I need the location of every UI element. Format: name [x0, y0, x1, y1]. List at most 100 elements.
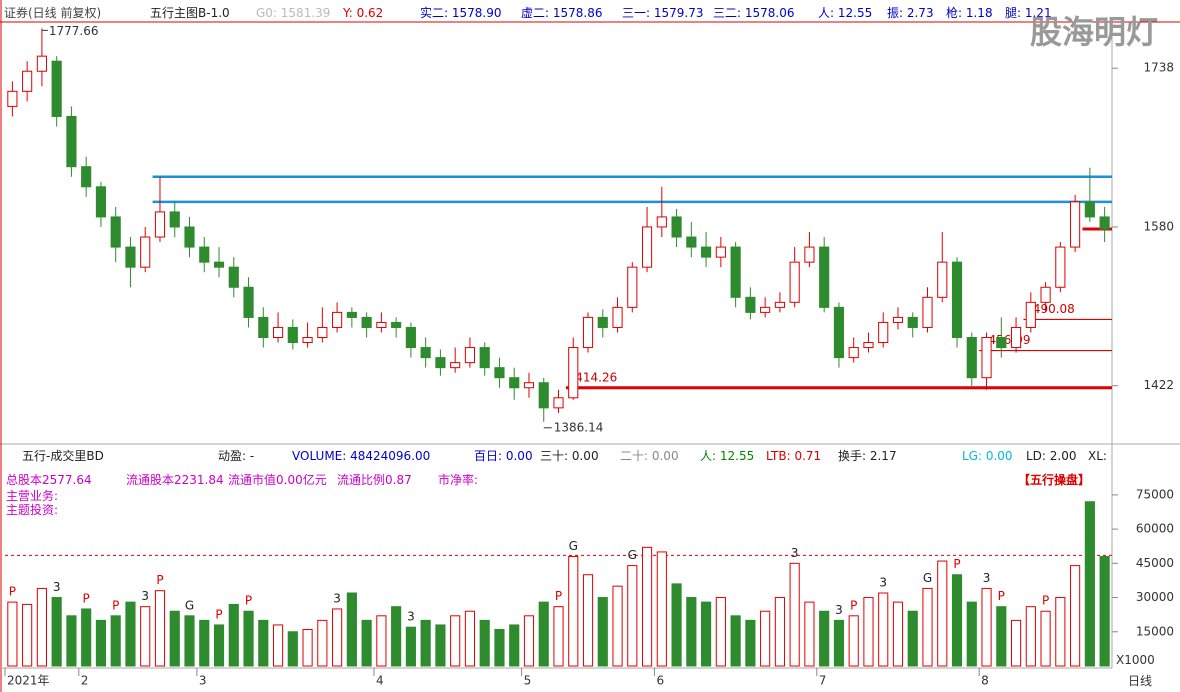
- candle-body: [464, 347, 476, 364]
- candle-body: [848, 347, 859, 359]
- volume-bar: [833, 619, 845, 667]
- volume-bar: [450, 615, 461, 667]
- candle-body: [420, 347, 431, 359]
- volume-item: 二十: 0.00: [620, 449, 679, 463]
- signal: P: [555, 589, 562, 603]
- candle-body: [1025, 301, 1036, 328]
- volume-bar: [981, 587, 992, 667]
- candle-body: [361, 316, 372, 328]
- candle-body: [169, 211, 180, 228]
- header-item: 人: 12.55: [818, 6, 873, 20]
- candle-body: [819, 246, 830, 308]
- candle-body: [701, 246, 712, 258]
- candle-body: [907, 316, 918, 328]
- y-tick-label: 1580: [1143, 219, 1174, 233]
- y-tick-label: 1738: [1143, 61, 1174, 75]
- candle-body: [863, 342, 874, 349]
- volume-bar: [154, 590, 166, 667]
- candle-body: [981, 337, 992, 379]
- volume-bar: [1055, 597, 1066, 667]
- volume-bar: [125, 601, 136, 667]
- volume-bar: [597, 597, 608, 667]
- signal: P: [112, 598, 119, 612]
- candle-body: [715, 246, 726, 258]
- candle-body: [494, 367, 505, 379]
- volume-bar: [760, 610, 771, 667]
- signal: 3: [141, 589, 149, 603]
- candle-body: [36, 55, 47, 72]
- volume-bar: [110, 615, 121, 667]
- volume-bar: [420, 619, 431, 667]
- candle-body: [878, 321, 889, 344]
- volume-bar: [863, 597, 874, 667]
- header-item: 振: 2.73: [887, 6, 934, 20]
- x-tick-label: 6: [656, 674, 664, 688]
- business: 主营业务:: [6, 489, 59, 503]
- volume-bar: [553, 606, 564, 667]
- x-tick-label: 7: [819, 674, 827, 688]
- candle-body: [774, 301, 785, 308]
- volume-item: 百日: 0.00: [474, 449, 533, 463]
- candle-body: [125, 246, 136, 268]
- volume-bar: [922, 587, 933, 667]
- volume-bar: [7, 601, 18, 667]
- candle-body: [51, 60, 62, 117]
- volume-item: LD: 2.00: [1026, 449, 1077, 463]
- signal: P: [998, 589, 1005, 603]
- info-item: 流通比例0.87: [337, 473, 412, 487]
- volume-bar: [95, 619, 107, 667]
- trade-button[interactable]: 【五行操盘】: [1018, 473, 1091, 487]
- volume-item: 三十: 0.00: [540, 449, 599, 463]
- signal: P: [9, 585, 16, 599]
- volume-bar: [701, 601, 712, 667]
- candle-body: [789, 261, 800, 303]
- candle-body: [627, 266, 638, 308]
- candle-body: [7, 90, 18, 107]
- y-tick-label: 60000: [1136, 522, 1174, 536]
- y-tick-label: 15000: [1136, 624, 1174, 638]
- volume-bar: [627, 565, 638, 667]
- candle-body: [745, 296, 756, 313]
- signal: G: [628, 548, 637, 562]
- candle-body: [1055, 246, 1066, 288]
- candle-body: [302, 337, 313, 344]
- volume-bar: [435, 624, 446, 667]
- candle-body: [833, 306, 845, 359]
- x-tick-label: 3: [199, 674, 207, 688]
- volume-bar: [361, 619, 372, 667]
- period[interactable]: 日线: [1128, 674, 1153, 688]
- x-tick-label: 4: [376, 674, 384, 688]
- volume-bar: [243, 610, 254, 667]
- volume-bar: [686, 597, 697, 667]
- signal: P: [156, 573, 163, 587]
- signal: P: [245, 594, 252, 608]
- volume-bar: [51, 597, 62, 667]
- volume-bar: [671, 583, 682, 667]
- candle-body: [523, 382, 535, 389]
- volume-bar: [317, 619, 328, 667]
- candle-body: [1084, 201, 1095, 218]
- candle-body: [272, 326, 284, 339]
- volume-bar: [804, 601, 815, 667]
- volume-bar: [391, 606, 402, 667]
- y-tick-label: 75000: [1136, 487, 1174, 501]
- volume-bar: [892, 601, 904, 667]
- signal: P: [1042, 594, 1049, 608]
- level-label: 414.26: [575, 370, 617, 384]
- signal: 3: [835, 603, 843, 617]
- candle-body: [1010, 326, 1022, 349]
- info-item: 市净率:: [438, 473, 479, 487]
- candle-body: [346, 311, 357, 318]
- volume-item: 动盈: -: [218, 449, 255, 463]
- candle-body: [213, 261, 225, 268]
- candle-body: [243, 286, 254, 318]
- signal: 3: [983, 571, 991, 585]
- volume-bar: [332, 608, 343, 667]
- candle-body: [951, 261, 963, 339]
- info-item: 流通股本2231.84: [126, 473, 224, 487]
- level-label: 490.08: [1033, 302, 1075, 316]
- volume-bar: [878, 592, 889, 667]
- watermark: 股海明灯: [1030, 13, 1159, 51]
- volume-bar: [966, 601, 977, 667]
